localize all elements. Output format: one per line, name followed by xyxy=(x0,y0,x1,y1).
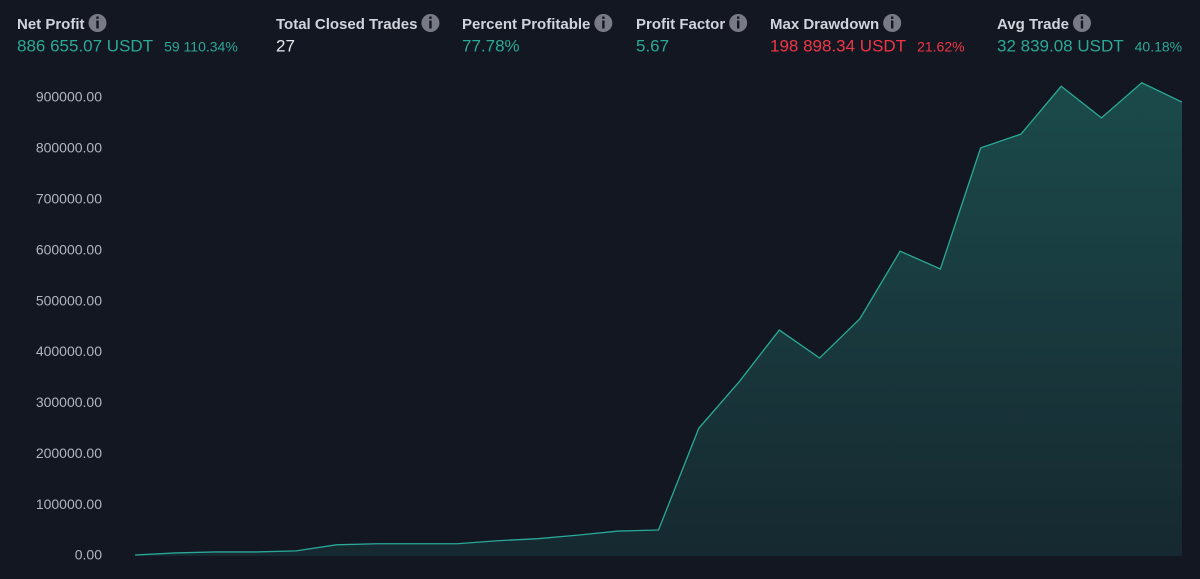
stat-value: 198 898.34 USDT xyxy=(770,36,906,55)
stat-label: Total Closed Trades xyxy=(276,16,417,33)
info-bar xyxy=(890,20,894,29)
info-dot xyxy=(1080,16,1084,19)
info-bar xyxy=(736,20,740,29)
info-icon[interactable] xyxy=(883,14,902,32)
info-dot xyxy=(736,16,740,19)
y-tick-label: 800000.00 xyxy=(36,140,102,156)
info-icon[interactable] xyxy=(594,14,613,32)
y-tick-label: 400000.00 xyxy=(36,343,102,359)
stat-label: Net Profit xyxy=(17,16,85,33)
stat-value: 32 839.08 USDT xyxy=(997,36,1124,55)
info-dot xyxy=(602,16,605,19)
stat-percent: 40.18% xyxy=(1135,39,1182,55)
info-icon[interactable] xyxy=(1072,14,1091,32)
info-bar xyxy=(96,20,99,29)
y-tick-label: 300000.00 xyxy=(36,394,102,410)
y-tick-label: 200000.00 xyxy=(36,445,102,461)
stat-label: Profit Factor xyxy=(636,16,725,33)
stat-value: 27 xyxy=(276,36,295,55)
info-dot xyxy=(890,16,894,19)
y-tick-label: 600000.00 xyxy=(36,241,102,257)
y-tick-label: 500000.00 xyxy=(36,292,102,308)
area-fill xyxy=(135,82,1182,556)
stat-percent: 59 110.34% xyxy=(164,39,238,55)
equity-line xyxy=(134,81,1183,556)
y-tick-label: 100000.00 xyxy=(36,496,102,512)
info-icon[interactable] xyxy=(421,14,440,32)
stat-value: 77.78% xyxy=(462,36,520,55)
stat-percent: 21.62% xyxy=(917,39,964,55)
stat-value: 886 655.07 USDT xyxy=(17,36,153,55)
info-dot xyxy=(96,16,99,19)
y-tick-label: 700000.00 xyxy=(36,190,102,206)
stat-value: 5.67 xyxy=(636,36,669,55)
stat-label: Percent Profitable xyxy=(462,16,590,33)
info-bar xyxy=(429,20,432,29)
info-bar xyxy=(602,20,605,29)
y-tick-label: 0.00 xyxy=(75,547,102,563)
stat-label: Avg Trade xyxy=(997,16,1069,33)
info-dot xyxy=(429,16,432,19)
stat-label: Max Drawdown xyxy=(770,16,879,33)
info-icon[interactable] xyxy=(88,14,107,32)
y-tick-label: 900000.00 xyxy=(36,89,102,105)
info-bar xyxy=(1080,20,1084,29)
info-icon[interactable] xyxy=(729,14,748,32)
